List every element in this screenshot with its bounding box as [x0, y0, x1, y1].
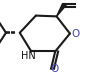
Text: O: O	[71, 29, 79, 39]
Text: O: O	[51, 64, 59, 74]
Polygon shape	[57, 3, 66, 16]
Text: HN: HN	[21, 51, 36, 61]
